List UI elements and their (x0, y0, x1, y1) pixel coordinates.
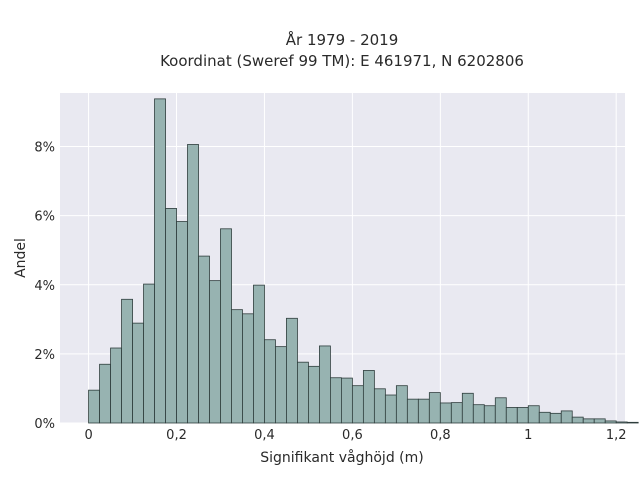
histogram-bar (472, 404, 485, 424)
x-tick-label: 1,2 (606, 428, 627, 443)
histogram-bar (538, 411, 551, 424)
histogram-bar (406, 398, 419, 424)
y-axis-ticks: 0% 2% 4% 6% 8% (34, 141, 55, 432)
histogram-bar (439, 402, 452, 424)
chart-title: År 1979 - 2019 (286, 30, 399, 49)
histogram-bar (154, 98, 166, 424)
histogram-bar (121, 298, 133, 424)
x-tick-label: 0,8 (430, 428, 451, 443)
histogram-bar (428, 392, 441, 424)
histogram-bar (373, 388, 386, 424)
histogram-bar (264, 339, 276, 424)
histogram-bar (560, 410, 573, 424)
y-axis-label: Andel (13, 238, 29, 278)
histogram-bar (176, 221, 188, 424)
histogram-bar (516, 407, 529, 424)
histogram-bar (275, 346, 287, 424)
histogram-bar (88, 389, 100, 424)
x-tick-label: 0 (84, 428, 92, 443)
x-axis-label: Signifikant våghöjd (m) (260, 449, 423, 466)
histogram-bar (362, 370, 375, 424)
chart-subtitle: Koordinat (Sweref 99 TM): E 461971, N 62… (160, 52, 524, 70)
histogram-bar (110, 347, 122, 424)
histogram-bar (384, 394, 397, 424)
histogram-bar (395, 385, 408, 424)
histogram-bar (571, 416, 584, 424)
histogram-bar (505, 407, 518, 424)
histogram-bar (450, 402, 463, 424)
y-tick-label: 6% (34, 210, 55, 225)
histogram-bar (604, 420, 617, 424)
x-tick-label: 0,6 (342, 428, 363, 443)
histogram-bar (220, 228, 232, 424)
histogram-bar (494, 397, 507, 424)
x-axis-ticks: 0 0,2 0,4 0,6 0,8 1 1,2 (84, 428, 626, 443)
y-tick-label: 2% (34, 348, 55, 363)
histogram-bar (187, 144, 199, 424)
histogram-bar (286, 317, 298, 424)
histogram-bar (582, 418, 595, 424)
histogram-bar (99, 363, 111, 424)
histogram-bar (319, 345, 331, 424)
histogram-bar (143, 283, 155, 424)
histogram-bar (330, 377, 342, 424)
histogram-bar (527, 405, 540, 424)
x-tick-label: 1 (524, 428, 532, 443)
histogram-bar (417, 398, 430, 424)
histogram-bar (209, 280, 221, 424)
y-tick-label: 4% (34, 279, 55, 294)
histogram-bar (198, 255, 210, 424)
histogram-bar (626, 421, 639, 424)
y-tick-label: 0% (34, 417, 55, 432)
histogram-bar (231, 309, 243, 424)
histogram-bar (593, 418, 606, 424)
histogram-bar (615, 421, 628, 424)
histogram-bar (351, 385, 364, 424)
histogram-bar (461, 392, 474, 424)
y-tick-label: 8% (34, 141, 55, 156)
histogram-bar (341, 377, 353, 424)
histogram-bar (549, 412, 562, 424)
histogram-bar (132, 322, 144, 424)
histogram-bar (483, 405, 496, 424)
histogram-bars (88, 98, 639, 424)
histogram-bar (242, 313, 254, 424)
histogram-bar (165, 208, 177, 424)
histogram-bar (253, 284, 265, 424)
histogram-bar (308, 365, 320, 424)
x-tick-label: 0,4 (254, 428, 275, 443)
histogram-bar (297, 361, 309, 424)
x-tick-label: 0,2 (166, 428, 187, 443)
